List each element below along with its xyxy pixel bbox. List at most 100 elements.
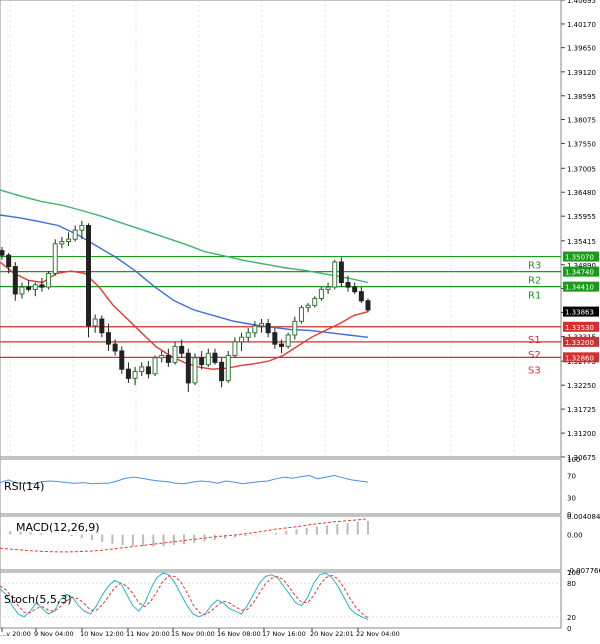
time-axis: ...v 20:00 9 Nov 04:00 10 Nov 12:00 11 Nov … <box>0 628 400 638</box>
candle-down <box>26 286 32 290</box>
time-tick-label: 16 Nov 08:00 <box>217 630 261 638</box>
price-tick-label: 1.35955 <box>567 213 596 221</box>
macd-panel[interactable] <box>0 515 562 571</box>
candle-up <box>172 345 178 363</box>
candle-down <box>145 366 151 375</box>
rsi-tick-label: 70 <box>567 473 576 481</box>
level-name-r3: R3 <box>528 261 541 272</box>
level-price-label: 1.33200 <box>565 339 594 347</box>
candle-up <box>298 307 304 322</box>
price-tick-label: 1.37550 <box>567 140 596 148</box>
candle-down <box>265 323 271 334</box>
price-panel[interactable] <box>0 0 562 458</box>
candle-up <box>152 357 158 375</box>
last-price-marker: 1.33863 <box>563 306 599 317</box>
rsi-tick-label: 0 <box>567 511 571 519</box>
price-tick-label: 1.31200 <box>567 430 596 438</box>
stoch-tick-label: 100 <box>567 569 580 577</box>
price-tick-label: 1.34890 <box>567 262 596 270</box>
time-tick-label: 17 Nov 16:00 <box>262 630 306 638</box>
level-price-label: 1.34410 <box>565 284 594 292</box>
candle-up <box>132 370 138 379</box>
ma-slow-line <box>0 189 369 284</box>
candle-down <box>12 266 18 295</box>
price-tick-label: 1.32250 <box>567 382 596 390</box>
time-tick-label: 20 Nov 22:01 <box>310 630 354 638</box>
candle-down <box>365 300 371 311</box>
price-tick-label: 1.40695 <box>567 0 596 5</box>
candle-up <box>318 288 324 300</box>
stoch-title: Stoch(5,5,3) <box>4 593 72 606</box>
price-tick-label: 1.40170 <box>567 21 596 29</box>
stoch-signal-line <box>0 574 369 619</box>
candle-down <box>345 282 351 288</box>
candle-up <box>19 286 25 295</box>
candle-down <box>185 352 191 384</box>
price-tick-label: 1.36480 <box>567 189 596 197</box>
candle-down <box>272 332 278 345</box>
level-name-s3: S3 <box>528 365 541 376</box>
ma-mid-line <box>0 214 369 338</box>
candle-down <box>39 284 45 288</box>
macd-title: MACD(12,26,9) <box>16 521 100 534</box>
time-tick-label: 9 Nov 04:00 <box>34 630 74 638</box>
level-name-s1: S1 <box>528 335 541 346</box>
candle-down <box>278 343 284 347</box>
level-price-tag <box>563 266 599 277</box>
candle-up <box>32 284 38 290</box>
candle-up <box>159 355 165 359</box>
price-gridlines <box>9 0 515 457</box>
time-tick-label: 22 Nov 04:00 <box>356 630 400 638</box>
rsi-panel[interactable] <box>0 458 562 515</box>
price-tick-label: 1.39650 <box>567 45 596 53</box>
level-price-tag <box>563 336 599 347</box>
candle-down <box>212 352 218 363</box>
candle-up <box>52 243 58 274</box>
price-tick-label: 1.38075 <box>567 116 596 124</box>
ma-fast-line <box>0 261 369 370</box>
candle-up <box>332 261 338 288</box>
candle-up <box>139 366 145 372</box>
stoch-main-line <box>0 572 369 621</box>
candle-up <box>259 323 265 327</box>
time-tick-label: 10 Nov 12:00 <box>80 630 124 638</box>
candle-up <box>252 325 258 334</box>
level-price-label: 1.35070 <box>565 254 594 262</box>
time-tick-label: 15 Nov 00:00 <box>171 630 215 638</box>
candle-up <box>192 357 198 384</box>
candle-up <box>325 286 331 290</box>
candle-down <box>199 357 205 366</box>
candle-up <box>225 355 231 382</box>
candle-up <box>305 304 311 309</box>
macd-tick-label: 0.004084 <box>567 513 600 521</box>
level-price-label: 1.32860 <box>565 354 594 362</box>
stoch-indicator: 100 80 20 0 <box>0 569 580 633</box>
rsi-tick-label: 100 <box>567 456 580 464</box>
macd-signal-line <box>0 518 369 553</box>
level-name-r2: R2 <box>528 276 541 287</box>
level-name-r1: R1 <box>528 291 541 302</box>
macd-indicator: 0.004084 0.00 -0.007766 <box>0 513 600 575</box>
level-price-tag <box>563 251 599 262</box>
price-axis: 1.40695 1.40170 1.39650 1.39120 1.38595 1.380… <box>561 0 596 462</box>
candle-up <box>239 336 245 343</box>
rsi-tick-label: 30 <box>567 495 576 503</box>
candle-up <box>312 298 318 306</box>
candle-up <box>92 318 98 327</box>
price-tick-label: 1.37005 <box>567 165 596 173</box>
stoch-tick-label: 80 <box>567 580 576 588</box>
candle-up <box>59 240 65 245</box>
candle-up <box>72 229 78 240</box>
level-price-label: 1.34740 <box>565 269 594 277</box>
rsi-indicator: 100 70 30 0 <box>0 456 580 519</box>
stoch-panel[interactable] <box>0 571 562 629</box>
candle-down <box>112 343 118 352</box>
rsi-title: RSI(14) <box>4 480 44 493</box>
level-price-tag <box>563 321 599 332</box>
candle-down <box>105 332 111 345</box>
price-tick-label: 1.30675 <box>567 454 596 462</box>
time-tick-label: 11 Nov 20:00 <box>126 630 170 638</box>
candle-up <box>66 238 72 242</box>
